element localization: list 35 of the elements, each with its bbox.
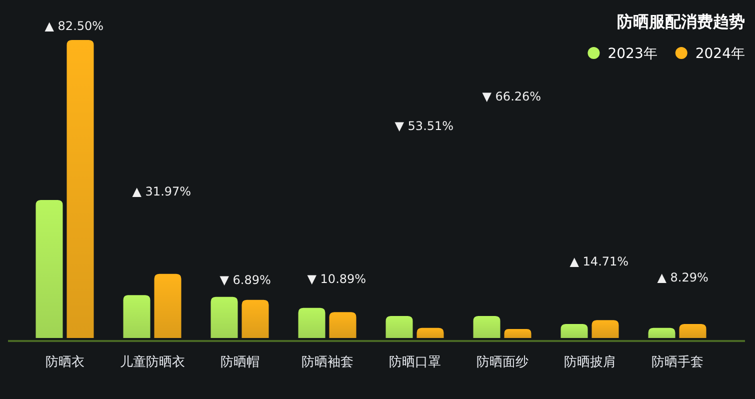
bar <box>504 329 532 338</box>
bar <box>36 200 63 338</box>
x-tick-label: 防晒口罩 <box>388 355 441 370</box>
annotation: ▼ 66.26% <box>482 89 542 104</box>
annotation: ▼ 53.51% <box>394 119 454 134</box>
bar <box>329 312 356 338</box>
bar <box>386 316 413 338</box>
annotation: ▼ 6.89% <box>220 272 271 287</box>
bar <box>154 274 182 338</box>
annotation: ▲ 14.71% <box>570 254 629 269</box>
text: ▲ 82.50% <box>44 19 104 34</box>
legend-label: 2024年 <box>695 46 745 62</box>
bar <box>123 295 150 338</box>
x-tick-label: 防晒面纱 <box>476 355 528 370</box>
x-tick-label: 儿童防晒衣 <box>120 354 185 370</box>
x-tick-label: 防晒衣 <box>45 355 84 370</box>
annotation: ▲ 31.97% <box>132 184 192 198</box>
bar <box>648 328 676 338</box>
bar <box>66 40 94 338</box>
bar <box>210 296 238 338</box>
chart-title: 防晒服配消费趋势 <box>617 12 745 31</box>
x-tick-label: 防晒帽 <box>220 355 260 370</box>
annotation: ▼ 10.89% <box>307 272 366 286</box>
bar <box>473 316 500 338</box>
bar <box>416 328 444 338</box>
legend-label: 2023年 <box>608 46 658 62</box>
x-tick-label: 防晒披肩 <box>564 354 616 370</box>
x-tick-label: 防晒袖套 <box>301 355 354 370</box>
bar <box>560 324 588 338</box>
x-tick-label: 防晒手套 <box>651 355 704 370</box>
bar <box>679 324 706 338</box>
bar <box>298 308 326 338</box>
bar <box>242 300 269 338</box>
bar <box>592 320 619 338</box>
annotation: ▲ 8.29% <box>657 270 708 284</box>
